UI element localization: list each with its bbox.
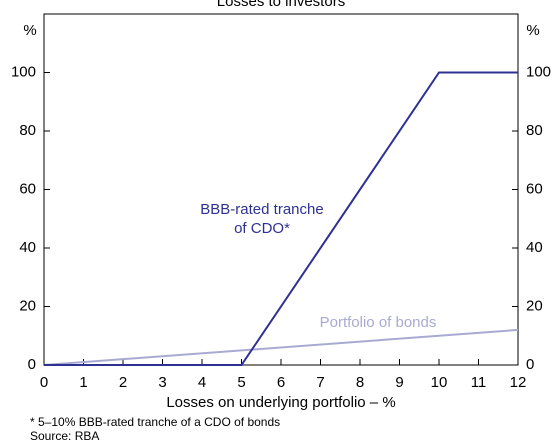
y-tick-label: 80 xyxy=(19,122,36,139)
y2-tick-label: 100 xyxy=(526,63,551,80)
x-tick-label: 0 xyxy=(40,374,48,391)
annotation: of CDO* xyxy=(234,220,290,237)
x-tick-label: 3 xyxy=(158,374,166,391)
y2-tick-label: 40 xyxy=(526,239,543,256)
y-axis-label: % xyxy=(23,22,36,39)
x-tick-label: 4 xyxy=(198,374,206,391)
annotation: Portfolio of bonds xyxy=(320,314,437,331)
y2-axis-label: % xyxy=(526,22,539,39)
annotation: BBB-rated tranche xyxy=(200,201,323,218)
y2-tick-label: 0 xyxy=(526,356,534,373)
y-tick-label: 0 xyxy=(28,356,36,373)
chart-title: Losses to investors xyxy=(217,0,345,10)
source: Source: RBA xyxy=(30,429,99,443)
x-tick-label: 2 xyxy=(119,374,127,391)
series-line xyxy=(44,71,518,366)
y2-tick-label: 80 xyxy=(526,122,543,139)
y2-tick-label: 20 xyxy=(526,297,543,314)
x-tick-label: 8 xyxy=(356,374,364,391)
y-tick-label: 20 xyxy=(19,297,36,314)
x-tick-label: 9 xyxy=(395,374,403,391)
plot-frame xyxy=(43,13,519,366)
y-tick-label: 60 xyxy=(19,180,36,197)
y-tick-label: 40 xyxy=(19,239,36,256)
footnote: * 5–10% BBB-rated tranche of a CDO of bo… xyxy=(30,415,280,429)
x-tick-label: 12 xyxy=(510,374,527,391)
x-tick-label: 5 xyxy=(237,374,245,391)
x-tick-label: 6 xyxy=(277,374,285,391)
x-tick-label: 10 xyxy=(431,374,448,391)
x-tick-label: 1 xyxy=(79,374,87,391)
x-tick-label: 11 xyxy=(471,374,487,391)
x-axis-label: Losses on underlying portfolio – % xyxy=(166,394,395,411)
y2-tick-label: 60 xyxy=(526,180,543,197)
x-tick-label: 7 xyxy=(316,374,324,391)
y-tick-label: 100 xyxy=(11,63,36,80)
series-line xyxy=(43,328,519,366)
